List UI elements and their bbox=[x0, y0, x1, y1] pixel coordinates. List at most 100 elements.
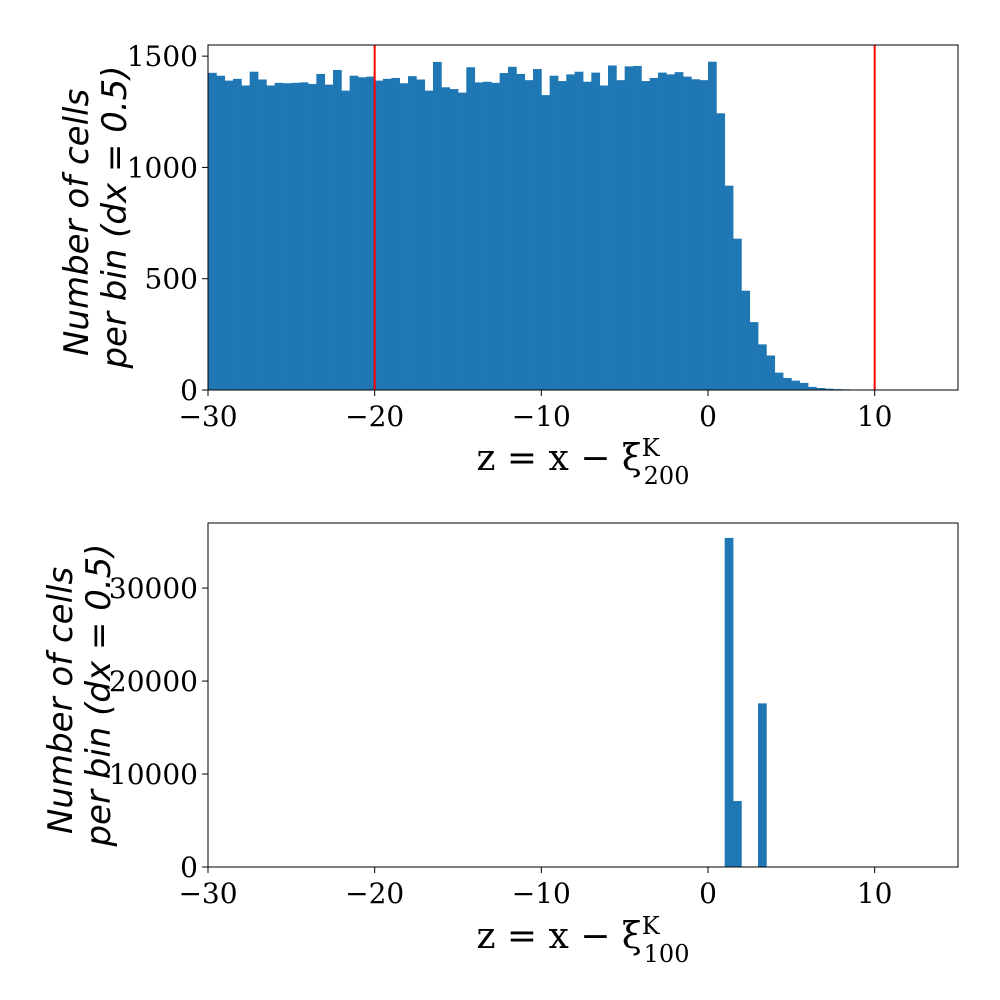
top-histogram-bar bbox=[758, 344, 767, 390]
bottom-histogram-bar bbox=[724, 537, 734, 867]
top-histogram-bar bbox=[533, 69, 542, 390]
top-histogram-bar bbox=[708, 61, 717, 390]
top-histogram-bar bbox=[349, 75, 359, 390]
top-histogram-bar bbox=[624, 66, 634, 391]
top-histogram-bar bbox=[808, 386, 817, 390]
bottom-x-tick-label: 0 bbox=[699, 877, 717, 910]
top-histogram-bar bbox=[616, 80, 626, 391]
top-histogram-bar bbox=[341, 90, 351, 390]
top-x-tick-label: 0 bbox=[699, 400, 717, 433]
bottom-axes-frame bbox=[207, 522, 959, 868]
top-histogram-bar bbox=[716, 113, 726, 390]
top-histogram-bar bbox=[383, 78, 392, 390]
top-histogram-bar bbox=[591, 72, 601, 390]
top-histogram-bar bbox=[691, 79, 701, 390]
top-histogram-bar bbox=[316, 73, 326, 390]
top-histogram-bar bbox=[666, 74, 676, 390]
bottom-x-ticks: −30 −20 −10 0 10 bbox=[178, 867, 892, 910]
top-histogram-bar bbox=[408, 76, 417, 390]
top-y-axis-label: Number of cells per bin (dx = 0.5) bbox=[57, 65, 135, 369]
top-histogram-bar bbox=[699, 80, 709, 391]
top-histogram-bar bbox=[724, 185, 734, 390]
top-histogram-bar bbox=[333, 69, 342, 391]
top-histogram-bar bbox=[491, 82, 501, 390]
top-histogram-bar bbox=[608, 65, 617, 390]
top-histogram-bar bbox=[358, 77, 367, 391]
top-y-tick-label: 500 bbox=[145, 263, 198, 296]
top-histogram-bar bbox=[816, 388, 826, 390]
top-histogram-bar bbox=[424, 90, 434, 390]
top-histogram-bar bbox=[291, 82, 301, 390]
top-x-ticks: −30 −20 −10 0 10 bbox=[178, 390, 892, 433]
top-histogram-bar bbox=[799, 382, 809, 390]
top-x-tick-label: −10 bbox=[512, 400, 571, 433]
top-histogram-bar bbox=[483, 81, 492, 390]
top-histogram-bar bbox=[274, 82, 284, 390]
bottom-x-tick-label: −30 bbox=[178, 877, 237, 910]
top-histogram-bar bbox=[266, 85, 276, 390]
top-y-tick-label: 1000 bbox=[127, 151, 198, 184]
top-histogram-bar bbox=[449, 89, 459, 390]
top-histogram-bar bbox=[208, 72, 217, 390]
top-histogram-bar bbox=[633, 65, 642, 391]
top-histogram-bar bbox=[541, 95, 551, 390]
bottom-histogram-bar bbox=[733, 800, 742, 867]
top-x-tick-label: −30 bbox=[178, 400, 237, 433]
top-histogram-bar bbox=[649, 77, 659, 390]
top-histogram-bar bbox=[508, 66, 517, 390]
top-histogram-bar bbox=[391, 77, 401, 390]
top-y-tick-label: 1500 bbox=[127, 40, 198, 73]
top-histogram-bar bbox=[549, 75, 559, 390]
bottom-y-ticks: 0 10000 20000 30000 bbox=[109, 572, 208, 884]
top-histogram-bar bbox=[241, 85, 251, 390]
top-histogram-bar bbox=[433, 61, 442, 391]
top-histogram-bar bbox=[416, 79, 426, 390]
top-histogram-bar bbox=[216, 75, 226, 390]
bottom-y-tick-label: 30000 bbox=[109, 572, 198, 605]
top-histogram-bars bbox=[208, 61, 859, 391]
top-histogram-bar bbox=[783, 377, 792, 390]
top-histogram-bar bbox=[233, 78, 242, 390]
top-histogram-bar bbox=[366, 76, 376, 391]
top-histogram-bar bbox=[524, 80, 534, 391]
top-histogram-bar bbox=[558, 81, 567, 390]
bottom-x-axis-label: z = x − ξK 100 bbox=[477, 912, 690, 968]
top-histogram-bar bbox=[641, 81, 651, 390]
top-y-ticks: 0 500 1000 1500 bbox=[127, 40, 208, 407]
top-histogram-bar bbox=[583, 81, 592, 390]
top-histogram-bar bbox=[399, 83, 409, 390]
bottom-histogram-panel: −30 −20 −10 0 10 0 10000 20000 30000 z = x − ξK… bbox=[41, 522, 959, 968]
top-histogram-bar bbox=[283, 83, 292, 390]
top-y-tick-label: 0 bbox=[180, 374, 198, 407]
bottom-y-tick-label: 20000 bbox=[109, 665, 198, 698]
top-histogram-bar bbox=[741, 290, 751, 390]
top-histogram-bar bbox=[766, 355, 776, 390]
top-histogram-bar bbox=[258, 79, 267, 390]
bottom-x-tick-label: −10 bbox=[512, 877, 571, 910]
top-x-tick-label: −20 bbox=[345, 400, 404, 433]
top-histogram-bar bbox=[824, 388, 834, 390]
bottom-x-tick-label: −20 bbox=[345, 877, 404, 910]
bottom-y-tick-label: 0 bbox=[180, 851, 198, 884]
top-x-tick-label: 10 bbox=[857, 400, 893, 433]
bottom-y-tick-label: 10000 bbox=[109, 758, 198, 791]
top-reference-lines bbox=[373, 45, 876, 390]
top-histogram-bar bbox=[599, 85, 609, 390]
top-histogram-bar bbox=[674, 72, 684, 391]
top-histogram-bar bbox=[683, 76, 692, 391]
top-histogram-bar bbox=[516, 73, 526, 390]
top-histogram-bar bbox=[791, 380, 801, 390]
top-axes-frame bbox=[207, 44, 959, 391]
bottom-histogram-bars bbox=[724, 537, 767, 867]
top-histogram-bar bbox=[774, 372, 784, 390]
top-histogram-bar bbox=[733, 238, 742, 390]
top-histogram-bar bbox=[566, 74, 576, 390]
top-histogram-bar bbox=[574, 71, 584, 391]
top-x-axis-label: z = x − ξK 200 bbox=[477, 434, 690, 490]
bottom-histogram-bar bbox=[758, 703, 767, 867]
top-histogram-bar bbox=[466, 67, 476, 390]
top-histogram-bar bbox=[324, 84, 334, 391]
top-histogram-bar bbox=[474, 82, 484, 390]
top-histogram-bar bbox=[441, 87, 451, 390]
